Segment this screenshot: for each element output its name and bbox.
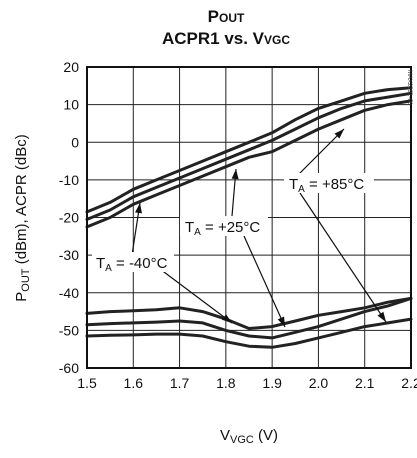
svg-text:TA = -40°C: TA = -40°C [96,255,168,274]
side-code: MAX2291-06 [406,70,412,106]
arrow-25c-pout [231,168,239,217]
annotation-85c: TA = +85°C [284,173,374,195]
tick-labels: 1.5 1.6 1.7 1.8 1.9 2.0 2.1 2.2 20 10 0 -10 -20 -30 -4… [59,59,417,391]
y-tick-label: -20 [59,210,79,226]
chart-title-line1-main: P [208,7,219,26]
annotation-minus40c-bg [92,252,174,272]
y-tick-label: -40 [59,285,79,301]
annotation-minus40c-rest: = -40°C [112,255,168,272]
annotation-25c: TA = +25°C [180,216,268,238]
annotation-85c-main: T [289,176,298,193]
plot-frame [86,66,412,369]
x-axis-label-main: V [220,427,230,444]
x-axis-label-unit: (V) [254,427,278,444]
annotation-25c-main: T [185,219,194,236]
x-axis-label-sub: VGC [230,434,254,446]
series-line-acpr-5 [85,317,413,349]
y-tick-label: 10 [63,97,79,113]
arrow-25c-acpr [243,235,286,328]
y-axis-label-sub: OUT [20,268,32,292]
chart-title-line2-sub: VGC [264,33,290,47]
svg-text:TA = +25°C: TA = +25°C [185,219,260,238]
chart-title-line1: POUT [208,7,245,26]
series-line-pout-0 [85,86,413,214]
y-axis-label-main: P [13,292,30,302]
annotation-arrows [131,128,387,328]
series-lines [85,86,413,349]
x-tick-label: 2.0 [309,375,329,391]
series-line-pout-2 [85,99,413,229]
x-tick-label: 1.5 [77,375,97,391]
y-tick-label: 20 [63,59,79,75]
annotation-minus40c-sub: A [105,263,112,274]
annotation-minus40c-main: T [96,255,105,272]
chart-title-line2: ACPR1 vs. VVGC [162,29,290,48]
annotation-25c-bg [180,216,268,236]
y-tick-label: -10 [59,172,79,188]
chart-title-line1-sub: OUT [219,11,245,25]
chart-title-line2-main: ACPR1 vs. V [162,29,265,48]
annotation-minus40c: TA = -40°C [92,252,174,274]
y-axis-label: POUT (dBm), ACPR (dBc) [13,134,32,301]
y-tick-label: -50 [59,322,79,338]
annotation-85c-sub: A [298,184,305,195]
y-tick-label: 0 [71,134,79,150]
x-tick-label: 1.7 [170,375,190,391]
x-axis-label: VVGC (V) [220,427,278,446]
annotation-85c-bg [284,173,374,193]
annotation-25c-sub: A [194,227,201,238]
x-tick-label: 1.8 [216,375,236,391]
svg-text:TA = +85°C: TA = +85°C [289,176,364,195]
y-tick-label: -60 [59,360,79,376]
arrow-m40c-acpr [155,265,233,324]
series-line-pout-1 [85,91,413,221]
annotation-85c-rest: = +85°C [305,176,365,193]
annotation-25c-rest: = +25°C [201,219,261,236]
x-tick-label: 2.2 [401,375,417,391]
series-line-acpr-3 [85,296,413,330]
x-tick-label: 2.1 [355,375,375,391]
arrow-m40c-pout [131,202,142,256]
arrow-85c-acpr [299,192,387,323]
y-axis-label-rest: (dBm), ACPR (dBc) [13,134,30,268]
y-tick-label: -30 [59,247,79,263]
x-tick-label: 1.6 [124,375,144,391]
x-tick-label: 1.9 [262,375,282,391]
series-line-acpr-4 [85,296,413,340]
